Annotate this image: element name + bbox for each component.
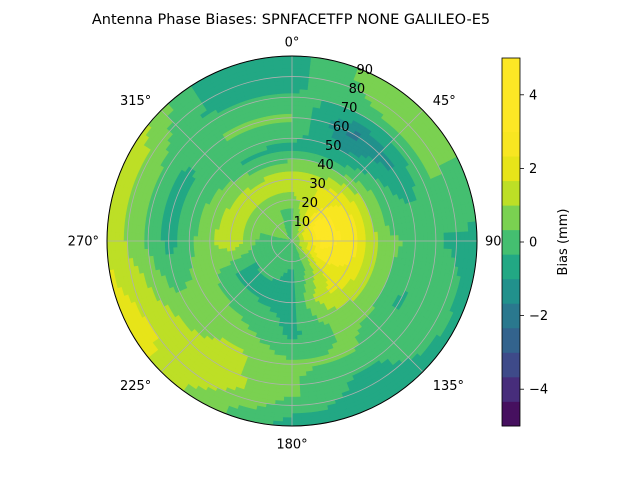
chart-title: Antenna Phase Biases: SPNFACETFP NONE GA… [92, 12, 490, 28]
